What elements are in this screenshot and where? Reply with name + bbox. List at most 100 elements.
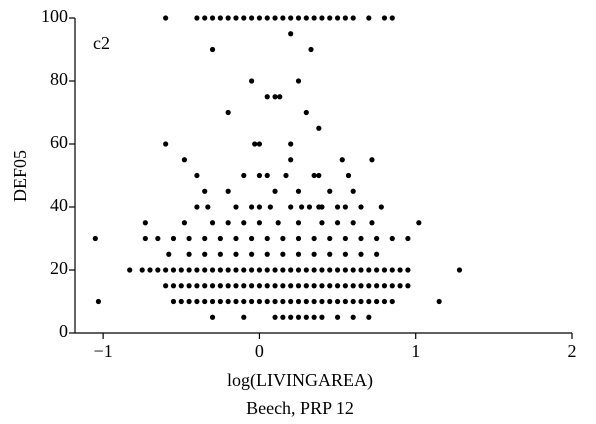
y-tick-label: 100 [41, 6, 68, 26]
point [350, 267, 356, 273]
point [252, 141, 258, 147]
point [334, 204, 341, 210]
point [295, 314, 302, 320]
point [311, 235, 317, 242]
y-tick-label: 60 [50, 132, 68, 152]
point [186, 251, 192, 257]
point [295, 267, 302, 273]
point [233, 251, 239, 257]
point [381, 15, 388, 21]
point [436, 298, 442, 305]
point [381, 283, 388, 289]
point [233, 267, 239, 273]
point [311, 283, 317, 289]
point [181, 157, 188, 163]
point [288, 141, 294, 147]
point [217, 15, 223, 21]
point [342, 267, 348, 273]
point [299, 204, 305, 210]
point [249, 283, 255, 289]
point [163, 283, 169, 289]
point [186, 267, 192, 273]
point [241, 172, 247, 179]
point [295, 78, 302, 84]
point [295, 251, 302, 257]
point [256, 15, 263, 21]
point [225, 15, 231, 21]
point [217, 251, 223, 257]
point [155, 235, 161, 242]
point [155, 267, 161, 273]
point [217, 235, 223, 242]
point [241, 220, 247, 226]
point [233, 15, 239, 21]
y-tick-label: 20 [50, 258, 68, 278]
point [319, 283, 325, 289]
point [264, 251, 270, 257]
point [275, 220, 281, 226]
point [217, 298, 223, 305]
point [339, 157, 345, 163]
point [378, 204, 384, 210]
point [389, 235, 395, 242]
point [334, 298, 341, 305]
x-tick-label: 2 [568, 341, 577, 361]
point [163, 267, 169, 273]
point [350, 314, 356, 320]
point [95, 298, 102, 305]
point [264, 172, 270, 179]
point [280, 314, 286, 320]
point [319, 267, 325, 273]
point [319, 204, 325, 210]
point [264, 298, 270, 305]
point [295, 283, 302, 289]
point [92, 235, 98, 242]
point [249, 251, 255, 257]
point [272, 15, 278, 21]
point [202, 283, 208, 289]
point [316, 125, 322, 131]
point [334, 220, 341, 226]
y-tick-label: 40 [50, 195, 68, 215]
point [405, 235, 411, 242]
point [202, 267, 208, 273]
point [280, 298, 286, 305]
point [288, 157, 294, 163]
point [277, 94, 283, 100]
point [272, 188, 278, 194]
point [358, 251, 364, 257]
point [288, 267, 294, 273]
point [319, 298, 325, 305]
point [342, 204, 348, 210]
point [350, 188, 356, 194]
point [194, 15, 200, 21]
annotation: c2 [93, 33, 110, 53]
point [264, 94, 270, 100]
point [288, 15, 294, 21]
point [205, 204, 211, 210]
point [327, 251, 333, 257]
point [283, 172, 289, 179]
point [194, 267, 200, 273]
point [374, 235, 380, 242]
point [272, 283, 278, 289]
point [178, 298, 184, 305]
point [256, 141, 263, 147]
point [369, 157, 375, 163]
point [416, 220, 422, 226]
point [374, 283, 380, 289]
point [303, 283, 309, 289]
point [311, 15, 317, 21]
point [389, 283, 395, 289]
point [280, 15, 286, 21]
point [295, 220, 302, 226]
y-axis-label: DEF05 [10, 150, 30, 202]
point [186, 235, 192, 242]
point [233, 204, 239, 210]
point [308, 46, 314, 53]
point [264, 235, 270, 242]
point [170, 267, 177, 273]
point [209, 283, 216, 289]
point [358, 204, 364, 210]
point [241, 298, 247, 305]
